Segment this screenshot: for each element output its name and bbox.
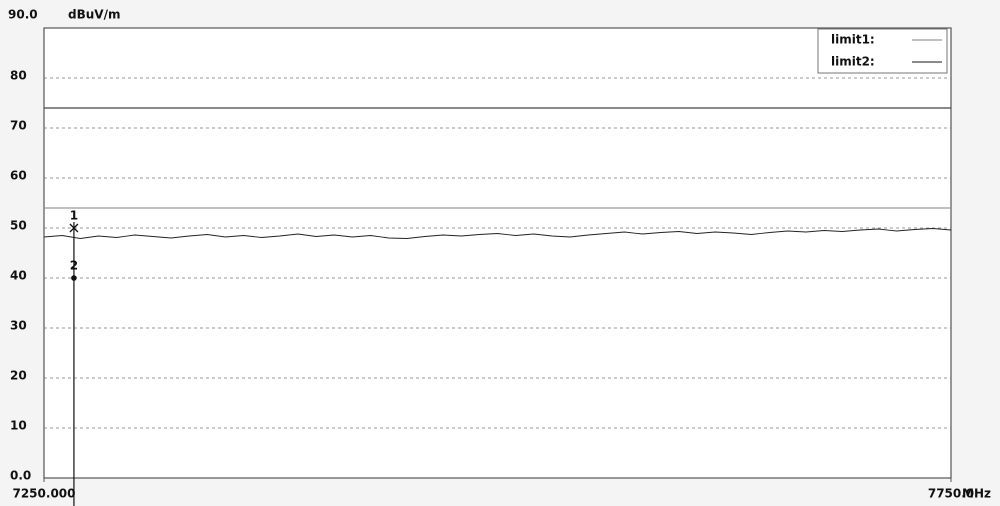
x-unit: MHz [962, 487, 991, 501]
plot-frame [43, 27, 952, 479]
marker-label: 2 [70, 259, 78, 273]
y-unit: dBuV/m [68, 8, 120, 22]
x-tick-label: 7250.000 [12, 487, 75, 501]
y-tick-label: 70 [10, 119, 27, 133]
legend-label: limit1: [831, 33, 875, 47]
y-tick-label: 30 [10, 319, 27, 333]
y-tick-label: 20 [10, 369, 27, 383]
marker-point [71, 275, 77, 281]
y-tick-label: 80 [10, 69, 27, 83]
y-tick-label: 50 [10, 219, 27, 233]
marker-label: 1 [70, 209, 78, 223]
y-tick-label: 0.0 [10, 469, 31, 483]
legend-label: limit2: [831, 55, 875, 69]
legend-box [817, 28, 948, 74]
y-tick-label: 10 [10, 419, 27, 433]
y-tick-label: 40 [10, 269, 27, 283]
y-tick-label: 60 [10, 169, 27, 183]
marker-point [69, 223, 79, 233]
trace [43, 228, 952, 239]
x-tick-label: 7750.0 [928, 487, 974, 501]
y-tick-label: 90.0 [8, 8, 38, 22]
